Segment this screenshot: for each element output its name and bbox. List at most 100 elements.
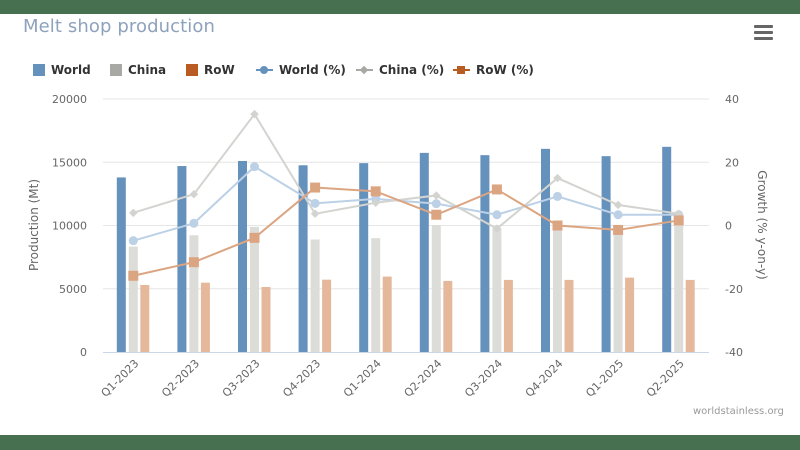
circle-marker[interactable] xyxy=(128,236,138,246)
bar-china[interactable] xyxy=(492,228,502,352)
bar-china[interactable] xyxy=(431,224,441,352)
y2-axis-tick-label: 20 xyxy=(725,156,739,169)
diamond-marker[interactable] xyxy=(129,208,138,218)
legend-item-world[interactable]: World xyxy=(33,60,91,80)
y2-axis-tick-label: 0 xyxy=(725,220,732,233)
bar-swatch-icon xyxy=(186,64,198,76)
bar-china[interactable] xyxy=(553,224,562,352)
legend-item-china[interactable]: China xyxy=(110,60,166,80)
square-line-marker-icon xyxy=(453,64,470,76)
chart-title: Melt shop production xyxy=(23,16,215,37)
bar-world[interactable] xyxy=(662,146,672,352)
bar-row[interactable] xyxy=(564,279,574,352)
square-marker[interactable] xyxy=(310,182,321,193)
line-world- xyxy=(133,165,679,242)
x-axis-tick-label: Q4-2023 xyxy=(280,357,323,400)
circle-marker[interactable] xyxy=(492,210,502,220)
bar-world[interactable] xyxy=(419,152,429,352)
square-marker[interactable] xyxy=(249,232,260,243)
bar-row[interactable] xyxy=(382,276,392,352)
bar-china[interactable] xyxy=(250,226,259,352)
square-marker[interactable] xyxy=(552,220,563,231)
circle-marker[interactable] xyxy=(613,210,623,220)
bar-world[interactable] xyxy=(601,156,611,352)
line-china- xyxy=(133,112,679,230)
legend-item-world-pct[interactable]: World (%) xyxy=(256,60,346,80)
hamburger-menu-icon[interactable] xyxy=(754,25,773,40)
y2-axis-tick-label: 40 xyxy=(725,93,739,106)
bar-china[interactable] xyxy=(128,246,138,352)
x-axis-tick-label: Q2-2023 xyxy=(159,357,202,400)
y2-axis-tick-label: -40 xyxy=(725,346,743,359)
circle-line-marker-icon xyxy=(256,64,273,76)
diamond-marker[interactable] xyxy=(432,191,441,200)
bar-world[interactable] xyxy=(238,160,247,352)
x-axis-tick-label: Q4-2024 xyxy=(523,357,566,400)
square-marker[interactable] xyxy=(128,270,139,281)
circle-marker[interactable] xyxy=(553,191,562,201)
circle-marker[interactable] xyxy=(250,162,259,172)
bar-china[interactable] xyxy=(189,235,199,352)
bar-china[interactable] xyxy=(674,219,684,352)
x-axis-tick-label: Q1-2023 xyxy=(99,357,142,400)
bar-china[interactable] xyxy=(613,229,623,352)
x-axis-tick-label: Q1-2025 xyxy=(583,357,626,400)
diamond-marker[interactable] xyxy=(613,200,623,210)
bar-swatch-icon xyxy=(33,64,45,76)
x-axis-tick-label: Q2-2024 xyxy=(402,357,445,400)
chart-legend: World China RoW World (%) China (%) RoW … xyxy=(0,60,800,80)
bar-row[interactable] xyxy=(443,280,453,352)
credit-link[interactable]: worldstainless.org xyxy=(693,406,784,417)
y-axis-tick-label: 10000 xyxy=(52,220,87,233)
bar-china[interactable] xyxy=(310,239,320,352)
bar-world[interactable] xyxy=(116,177,126,352)
square-marker[interactable] xyxy=(491,184,502,195)
diamond-marker[interactable] xyxy=(492,224,502,233)
legend-item-row-pct[interactable]: RoW (%) xyxy=(453,60,534,80)
y-axis-tick-label: 0 xyxy=(80,346,87,359)
bar-row[interactable] xyxy=(140,284,150,352)
square-marker[interactable] xyxy=(431,209,442,220)
bar-world[interactable] xyxy=(177,166,187,352)
square-marker[interactable] xyxy=(188,257,199,268)
y-axis-tick-label: 20000 xyxy=(52,93,87,106)
diamond-marker[interactable] xyxy=(250,109,259,119)
square-marker[interactable] xyxy=(370,186,381,197)
square-marker[interactable] xyxy=(613,224,624,235)
bar-world[interactable] xyxy=(480,155,490,352)
bar-row[interactable] xyxy=(625,277,635,352)
bar-row[interactable] xyxy=(261,286,271,352)
x-axis-tick-label: Q1-2024 xyxy=(341,357,384,400)
bar-china[interactable] xyxy=(371,238,381,352)
bar-swatch-icon xyxy=(110,64,122,76)
y-axis-tick-label: 15000 xyxy=(52,156,87,169)
bar-world[interactable] xyxy=(541,148,550,352)
diamond-marker[interactable] xyxy=(371,198,380,207)
legend-item-row[interactable]: RoW xyxy=(186,60,235,80)
bar-world[interactable] xyxy=(298,165,308,352)
circle-marker[interactable] xyxy=(431,199,441,209)
y2-axis-tick-label: -20 xyxy=(725,283,743,296)
legend-item-china-pct[interactable]: China (%) xyxy=(356,60,444,80)
diamond-line-marker-icon xyxy=(356,64,373,76)
y2-axis-title: Growth (% y-on-y) xyxy=(755,170,769,279)
y-axis-title: Production (Mt) xyxy=(27,179,41,271)
bar-world[interactable] xyxy=(359,163,369,352)
circle-marker[interactable] xyxy=(310,198,320,208)
bar-row[interactable] xyxy=(322,279,332,352)
x-axis-tick-label: Q3-2023 xyxy=(220,357,263,400)
x-axis-tick-label: Q2-2025 xyxy=(644,357,687,400)
bottom-frame-band xyxy=(0,435,800,450)
circle-marker[interactable] xyxy=(189,218,199,228)
line-row- xyxy=(133,186,679,277)
bar-row[interactable] xyxy=(200,282,210,352)
y-axis-tick-label: 5000 xyxy=(59,283,87,296)
bar-row[interactable] xyxy=(685,279,695,352)
x-axis-tick-label: Q3-2024 xyxy=(462,357,505,400)
bar-row[interactable] xyxy=(503,279,513,352)
top-frame-band xyxy=(0,0,800,14)
diamond-marker[interactable] xyxy=(189,189,199,199)
square-marker[interactable] xyxy=(673,215,684,226)
diamond-marker[interactable] xyxy=(310,209,320,219)
